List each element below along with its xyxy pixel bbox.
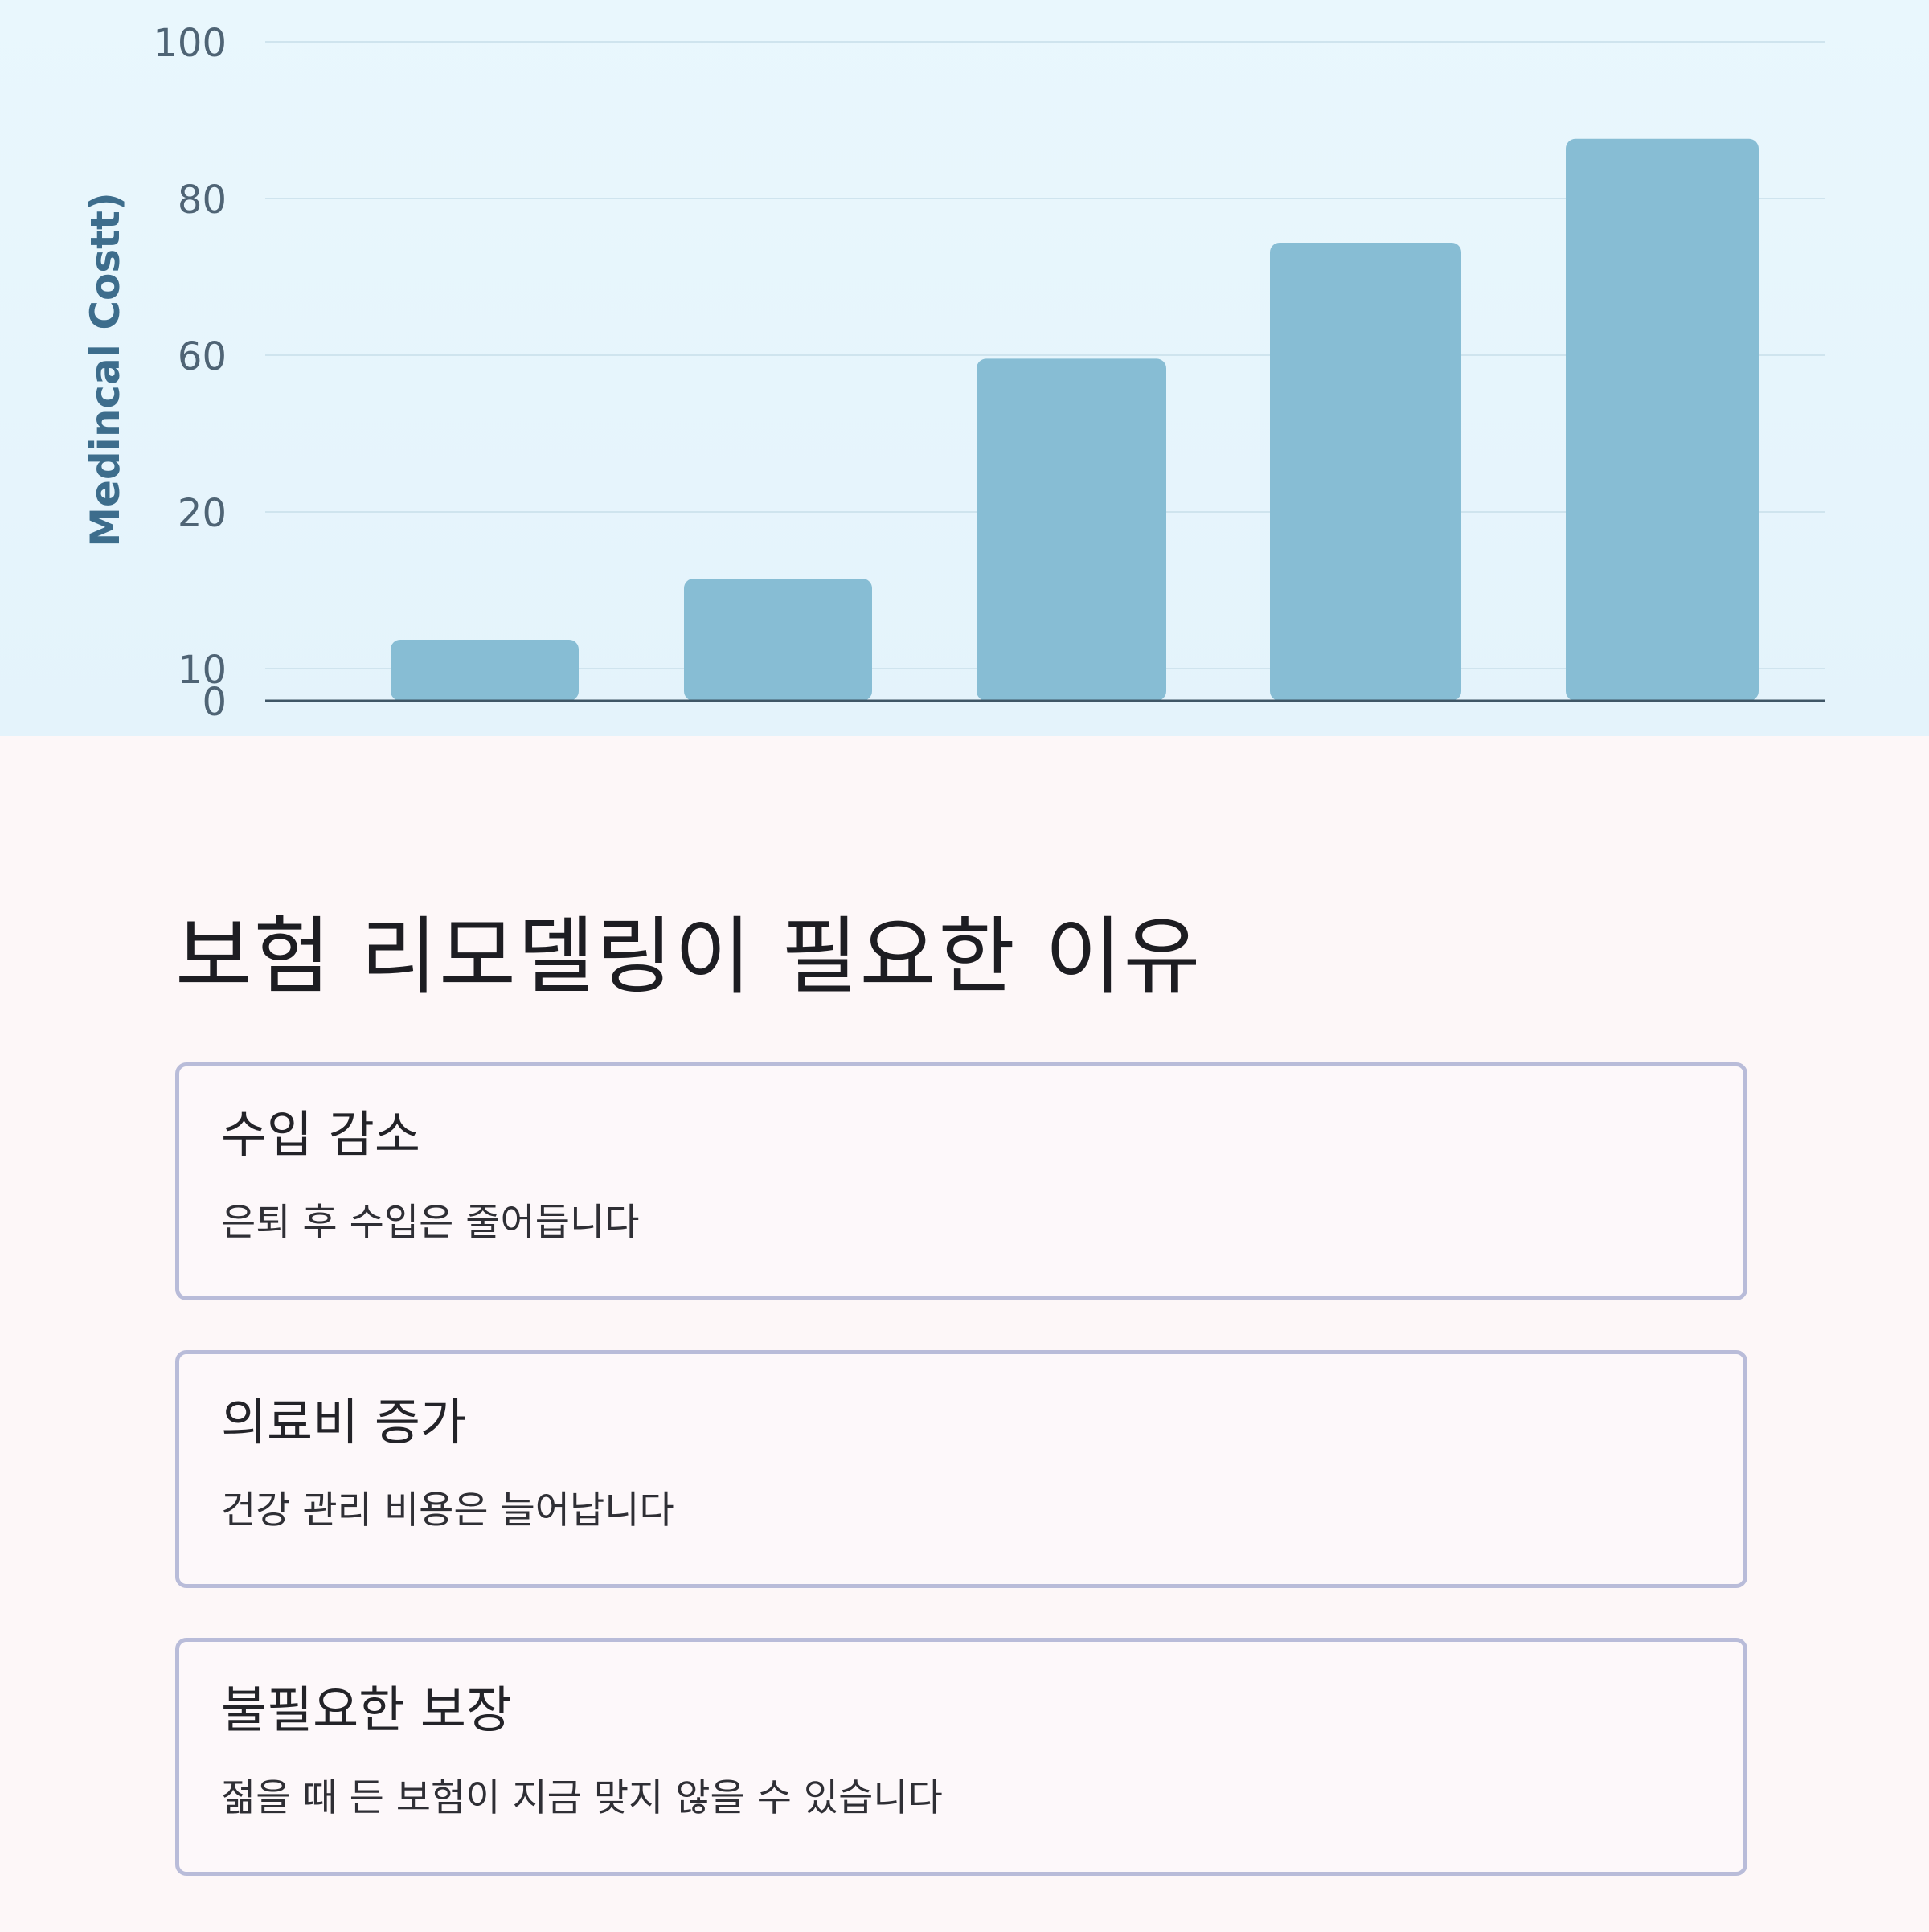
card-title: 수입 감소 bbox=[221, 1105, 420, 1164]
y-axis-label: Medincal Costt) bbox=[82, 192, 129, 547]
y-tick-label: 60 bbox=[178, 334, 227, 379]
y-tick-label: 20 bbox=[178, 491, 227, 536]
reason-card-income: 수입 감소 은퇴 후 수입은 줄어듭니다 bbox=[175, 1062, 1747, 1300]
y-tick-label: 100 bbox=[153, 21, 227, 66]
y-tick-labels: 100 80 60 20 100 bbox=[153, 21, 227, 725]
reason-card-medical: 의료비 증가 건강 관리 비용은 늘어납니다 bbox=[175, 1350, 1747, 1588]
y-tick-label: 80 bbox=[178, 178, 227, 223]
card-description: 건강 관리 비용은 늘어납니다 bbox=[221, 1488, 674, 1533]
card-description: 젊을 때 든 보험이 지금 맞지 않을 수 있습니다 bbox=[221, 1776, 943, 1820]
y-tick-label: 0 bbox=[202, 680, 227, 725]
y-tick-label: 10 bbox=[178, 648, 227, 693]
bars bbox=[391, 138, 1759, 702]
remodeling-reasons-section: 보험 리모델링이 필요한 이유 수입 감소 은퇴 후 수입은 줄어듭니다 의료비… bbox=[175, 892, 1752, 1876]
bar bbox=[1566, 138, 1759, 702]
bar bbox=[1270, 243, 1461, 701]
bar bbox=[977, 358, 1166, 701]
card-title: 의료비 증가 bbox=[221, 1393, 466, 1451]
medical-cost-chart: 100 80 60 20 10 0 Medincal Costt) bbox=[0, 0, 1929, 736]
card-title: 불필요한 보장 bbox=[221, 1680, 512, 1739]
bar bbox=[391, 640, 579, 701]
bar-chart-svg: 100 80 60 20 100 Medincal Costt) bbox=[82, 21, 1825, 725]
bar bbox=[684, 579, 872, 701]
reason-card-coverage: 불필요한 보장 젊을 때 든 보험이 지금 맞지 않을 수 있습니다 bbox=[175, 1638, 1747, 1876]
card-description: 은퇴 후 수입은 줄어듭니다 bbox=[221, 1201, 640, 1245]
section-title: 보험 리모델링이 필요한 이유 bbox=[175, 907, 1202, 1005]
